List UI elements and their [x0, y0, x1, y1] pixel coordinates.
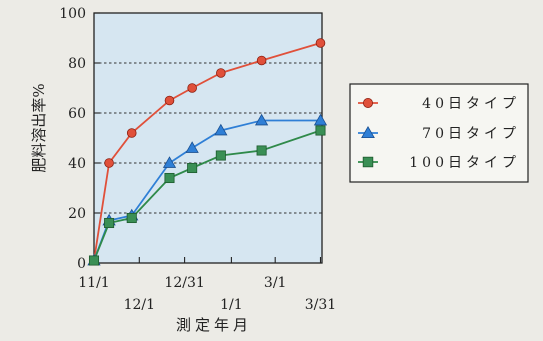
data-point	[162, 156, 177, 168]
y-tick-label: 0	[77, 256, 86, 272]
y-tick-label: 40	[68, 156, 86, 172]
x-tick-label: 3/31	[305, 297, 336, 313]
data-point	[164, 172, 175, 184]
x-axis-label: 測定年月	[176, 316, 252, 334]
x-tick-label: 12/31	[164, 275, 204, 291]
data-point	[187, 162, 198, 174]
data-point	[104, 217, 115, 229]
legend: 40日タイプ 70日タイプ 100日タイプ	[349, 83, 529, 183]
series-lines	[87, 38, 328, 266]
legend-marker	[362, 156, 374, 168]
x-tick-label: 12/1	[124, 297, 155, 313]
data-point	[126, 212, 137, 224]
y-axis-label: 肥料溶出率%	[30, 83, 48, 172]
data-point	[187, 83, 197, 93]
data-point	[313, 113, 328, 126]
data-point	[164, 95, 175, 106]
legend-box	[349, 83, 529, 183]
y-tick-label: 100	[59, 6, 86, 22]
legend-marker	[361, 125, 375, 139]
data-point	[104, 158, 114, 168]
data-point	[256, 145, 267, 156]
y-tick-label: 60	[68, 106, 86, 122]
data-point	[126, 128, 137, 138]
x-axis-ticks: 11/1 12/1 12/31 1/1 3/1 3/31	[78, 257, 336, 313]
data-point	[256, 55, 267, 66]
legend-marker	[362, 98, 373, 109]
data-point	[185, 141, 199, 153]
x-tick-label: 3/1	[264, 275, 287, 291]
data-point	[315, 38, 326, 48]
legend-label: 40日タイプ	[422, 96, 520, 112]
data-point	[88, 255, 100, 266]
data-point	[215, 150, 226, 161]
y-axis-ticks: 0 20 40 60 80 100	[59, 6, 100, 272]
legend-label: 100日タイプ	[409, 155, 520, 171]
x-tick-label: 1/1	[220, 297, 243, 313]
data-point	[315, 125, 326, 136]
y-tick-label: 20	[68, 206, 86, 222]
x-tick-label: 11/1	[78, 275, 109, 291]
y-tick-label: 80	[68, 56, 86, 72]
series-line	[93, 42, 321, 261]
grid-lines	[94, 62, 322, 214]
legend-label: 70日タイプ	[422, 126, 520, 142]
data-point	[214, 123, 228, 136]
data-point	[254, 113, 269, 126]
data-point	[216, 68, 226, 78]
